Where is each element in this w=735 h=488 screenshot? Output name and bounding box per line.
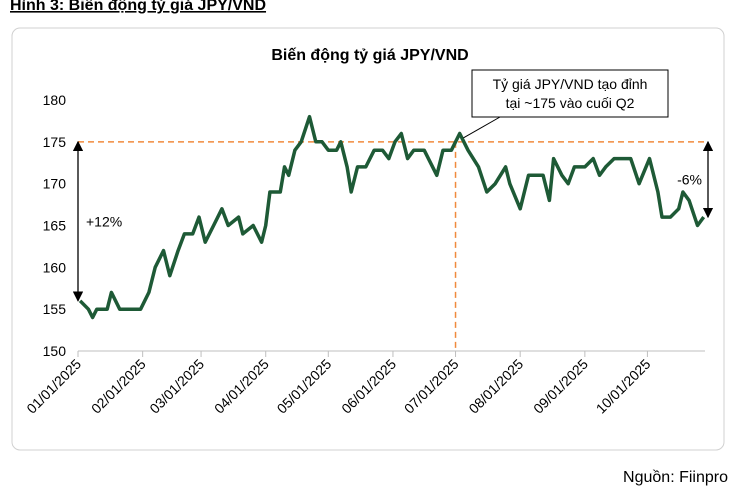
y-tick-label: 150: [43, 343, 67, 359]
x-tick-label: 01/01/2025: [23, 356, 84, 417]
x-tick-label: 02/01/2025: [88, 356, 149, 417]
x-tick-label: 03/01/2025: [146, 356, 207, 417]
series-line: [78, 114, 706, 320]
y-tick-label: 170: [43, 176, 67, 192]
y-tick-label: 180: [43, 92, 67, 108]
x-tick-label: 09/01/2025: [530, 356, 591, 417]
x-tick-label: 08/01/2025: [465, 356, 526, 417]
x-tick-label: 04/01/2025: [211, 356, 272, 417]
source: Nguồn: Fiinpro: [623, 469, 728, 486]
x-tick-label: 05/01/2025: [274, 356, 335, 417]
annotation-text: tại ~175 vào cuối Q2: [506, 95, 635, 111]
annotation-leader: [463, 116, 501, 139]
y-tick-label: 175: [43, 134, 67, 150]
y-tick-label: 155: [43, 301, 67, 317]
change-label: -6%: [677, 171, 702, 187]
header: Hình 3: Biến động tỷ giá JPY/VND: [10, 0, 266, 14]
y-tick-label: 160: [43, 259, 67, 275]
chart-title: Biến động tỷ giá JPY/VND: [271, 47, 468, 64]
annotation-box: [471, 69, 669, 118]
chart-frame: [11, 27, 725, 451]
y-tick-label: 165: [43, 218, 67, 234]
change-label: +12%: [86, 213, 122, 229]
x-tick-label: 07/01/2025: [401, 356, 462, 417]
x-tick-label: 10/01/2025: [593, 356, 654, 417]
annotation-text: Tỷ giá JPY/VND tạo đỉnh: [493, 76, 648, 92]
x-tick-label: 06/01/2025: [338, 356, 399, 417]
